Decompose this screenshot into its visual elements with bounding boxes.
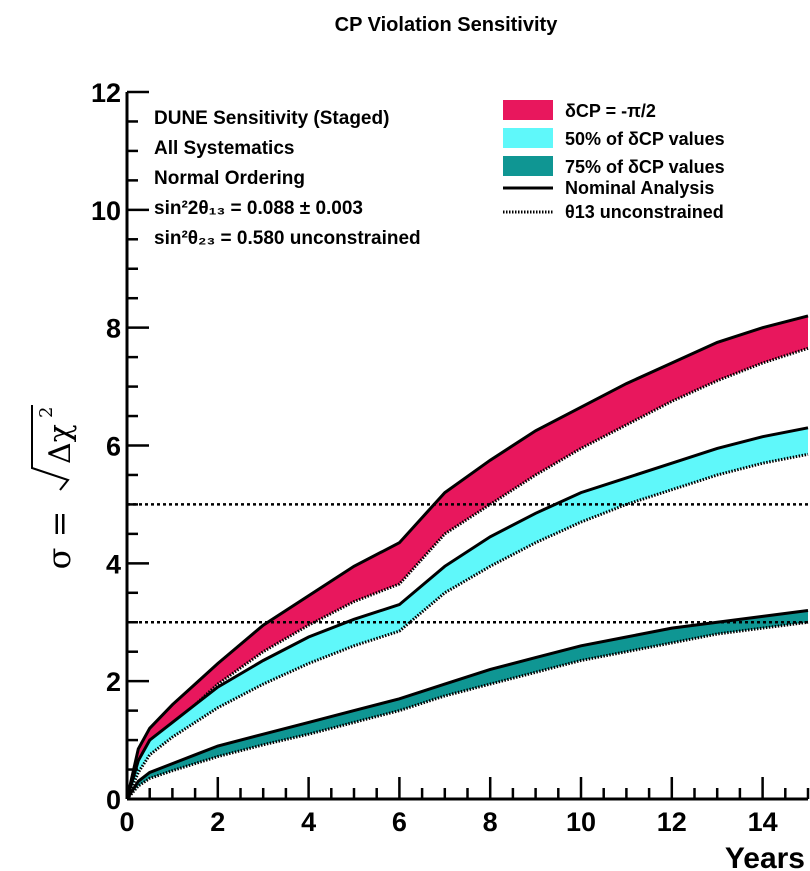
legend-swatch-dcp [503,100,553,120]
unconstrained-line-2 [125,452,809,800]
x-tick-label: 8 [483,807,498,837]
tick-layer: 0 2 4 6 8 10 12 0 2 4 6 8 10 12 14 [91,78,810,837]
x-tick-label: 2 [210,807,225,837]
nominal-line-2 [125,426,809,800]
unconstrained-line-3 [125,620,809,800]
annotation-line-3: Normal Ordering [154,168,305,189]
legend-label-75: 75% of δCP values [565,157,725,177]
legend-label-nominal: Nominal Analysis [565,178,714,198]
x-tick-label: 0 [119,807,134,837]
y-tick-label: 10 [91,196,121,226]
svg-text:Δχ: Δχ [43,424,78,464]
nominal-line-1 [125,314,809,800]
y-axis-label: σ = Δχ 2 [31,405,78,570]
y-tick-label: 6 [106,432,121,462]
x-tick-label: 4 [301,807,316,837]
chart-title: CP Violation Sensitivity [335,14,559,36]
x-tick-label: 10 [566,807,596,837]
annotation-line-2: All Systematics [154,138,294,159]
annotation-line-4: sin²2θ₁₃ = 0.088 ± 0.003 [154,198,363,219]
band-3 [127,610,808,799]
legend: δCP = -π/2 50% of δCP values 75% of δCP … [503,100,725,222]
legend-swatch-50 [503,128,553,148]
y-tick-label: 12 [91,78,121,108]
legend-label-50: 50% of δCP values [565,129,725,149]
band-layer [125,314,809,800]
legend-label-dcp: δCP = -π/2 [565,101,656,121]
x-tick-label: 12 [657,807,687,837]
y-tick-label: 2 [106,667,121,697]
nominal-line-3 [125,609,809,800]
annotation-line-1: DUNE Sensitivity (Staged) [154,108,389,129]
legend-swatch-75 [503,156,553,176]
unconstrained-line-1 [125,346,809,800]
x-tick-label: 14 [748,807,778,837]
svg-text:2: 2 [36,407,57,418]
annotation-box: DUNE Sensitivity (Staged) All Systematic… [154,108,421,249]
x-tick-label: 6 [392,807,407,837]
band-1 [127,315,808,799]
x-axis-label: Years [725,842,805,871]
legend-label-unconstrained: θ13 unconstrained [565,202,724,222]
band-2 [127,427,808,799]
svg-text:σ =: σ = [40,511,78,570]
y-tick-label: 4 [106,549,121,579]
annotation-line-5: sin²θ₂₃ = 0.580 unconstrained [154,228,421,249]
y-tick-label: 0 [106,785,121,815]
y-tick-label: 8 [106,314,121,344]
